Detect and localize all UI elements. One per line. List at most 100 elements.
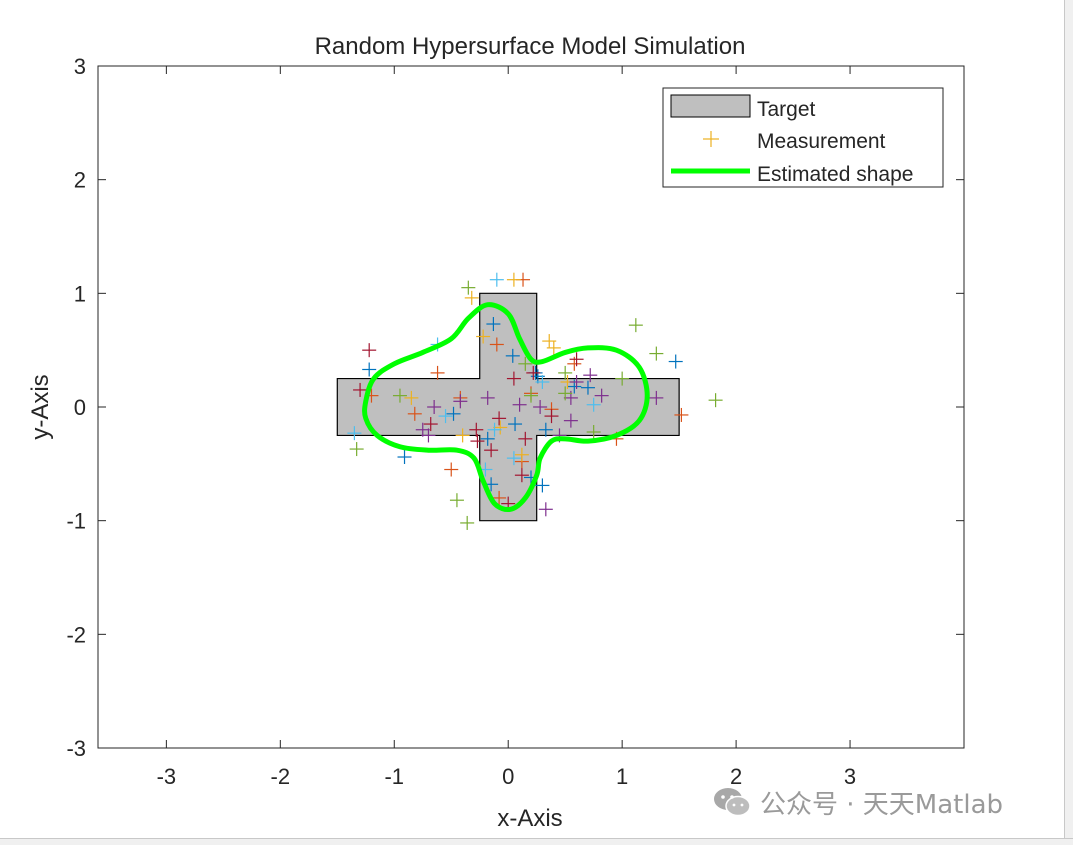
measurement-point — [484, 443, 499, 458]
measurement-point — [427, 400, 442, 414]
measurement-point — [446, 406, 461, 421]
measurement-point — [349, 442, 364, 457]
measurement-point — [546, 340, 561, 355]
x-tick-label: 3 — [844, 764, 856, 789]
measurement-point — [347, 426, 362, 441]
y-tick-label: 1 — [74, 281, 86, 306]
measurement-point — [569, 352, 584, 367]
measurement-point — [461, 280, 476, 295]
measurement-point — [514, 468, 529, 483]
measurement-point — [362, 343, 377, 358]
measurement-point — [492, 490, 507, 505]
measurement-point — [449, 493, 464, 508]
watermark-text: 公众号 · 天天Matlab — [760, 789, 1004, 820]
measurement-point — [594, 388, 609, 403]
measurement-point — [580, 380, 595, 395]
measurement-point — [397, 450, 412, 465]
measurement-point — [518, 431, 533, 446]
measurement-point — [506, 272, 521, 287]
measurement-point — [476, 329, 491, 344]
measurement-point — [444, 462, 459, 477]
measurement-point — [506, 451, 521, 466]
measurement-point — [421, 428, 436, 443]
estimated-shape-layer — [362, 302, 650, 513]
measurement-point — [538, 422, 553, 437]
measurement-point — [508, 417, 523, 432]
legend-measurement-marker — [703, 131, 719, 147]
measurement-point — [493, 420, 508, 435]
measurement-point — [533, 400, 548, 414]
measurement-point — [518, 356, 533, 371]
measurement-point — [464, 290, 479, 305]
measurement-point — [362, 362, 377, 377]
legend-target-label: Target — [757, 98, 816, 121]
x-tick-label: 1 — [616, 764, 628, 789]
window-right-edge — [1064, 0, 1073, 844]
measurement-point — [480, 390, 495, 405]
legend: Target Measurement Estimated shape — [662, 87, 944, 188]
legend-measurement-label: Measurement — [757, 130, 886, 153]
measurement-point — [563, 413, 578, 428]
measurement-point — [423, 417, 438, 432]
measurement-point — [438, 409, 453, 424]
target-layer — [336, 292, 680, 522]
measurement-point — [415, 422, 430, 437]
measurement-point — [392, 388, 407, 403]
measurement-point — [514, 447, 529, 462]
measurement-point — [524, 388, 538, 403]
measurement-point — [489, 272, 504, 287]
measurement-point — [404, 390, 419, 405]
ticks-layer: -3 -2 -1 0 1 2 3 -3 -2 -1 0 1 2 3 — [66, 54, 964, 789]
measurement-point — [583, 368, 598, 383]
measurement-point — [558, 365, 573, 380]
measurement-point — [674, 407, 689, 422]
measurement-point — [558, 386, 573, 401]
measurement-point — [489, 337, 504, 352]
x-axis-label: x-Axis — [497, 805, 562, 832]
estimated-shape-curve — [362, 302, 650, 513]
measurement-point — [569, 374, 584, 389]
measurement-point — [453, 394, 468, 409]
x-tick-label: 2 — [730, 764, 742, 789]
measurement-point — [353, 382, 368, 397]
measurement-point — [538, 502, 553, 517]
measurement-point — [470, 434, 485, 449]
measurement-point — [535, 374, 550, 389]
measurement-point — [544, 409, 559, 424]
measurement-point — [455, 428, 470, 443]
target-shape — [336, 292, 680, 522]
y-tick-label: -3 — [66, 736, 86, 761]
measurement-point — [492, 411, 507, 426]
measurement-point — [586, 397, 601, 412]
measurement-point — [535, 478, 550, 493]
measurement-point — [487, 422, 502, 437]
measurement-point — [668, 354, 683, 369]
measurement-point — [460, 515, 475, 530]
measurement-point — [586, 425, 601, 440]
y-tick-label: 3 — [74, 54, 86, 79]
y-axis-label: y-Axis — [27, 374, 54, 439]
measurement-point — [480, 431, 495, 446]
y-tick-label: 0 — [74, 395, 86, 420]
measurement-point — [469, 422, 484, 437]
legend-estimated-shape-label: Estimated shape — [757, 163, 913, 186]
x-tick-label: 0 — [502, 764, 514, 789]
measurement-point — [512, 397, 527, 412]
measurement-point — [430, 365, 445, 380]
measurement-point — [708, 393, 723, 408]
measurement-point — [486, 317, 501, 332]
wechat-icon — [714, 788, 751, 817]
x-tick-label: -1 — [384, 764, 404, 789]
measurement-point — [506, 371, 521, 386]
measurement-point — [615, 371, 630, 386]
legend-target-swatch — [670, 94, 751, 118]
measurement-point — [649, 346, 664, 361]
y-tick-label: 2 — [74, 168, 86, 193]
measurement-point — [526, 365, 541, 380]
y-tick-label: -2 — [66, 622, 86, 647]
measurement-point — [628, 318, 643, 333]
measurement-point — [505, 348, 520, 363]
window-bottom-edge — [0, 838, 1073, 845]
x-tick-label: -2 — [271, 764, 291, 789]
